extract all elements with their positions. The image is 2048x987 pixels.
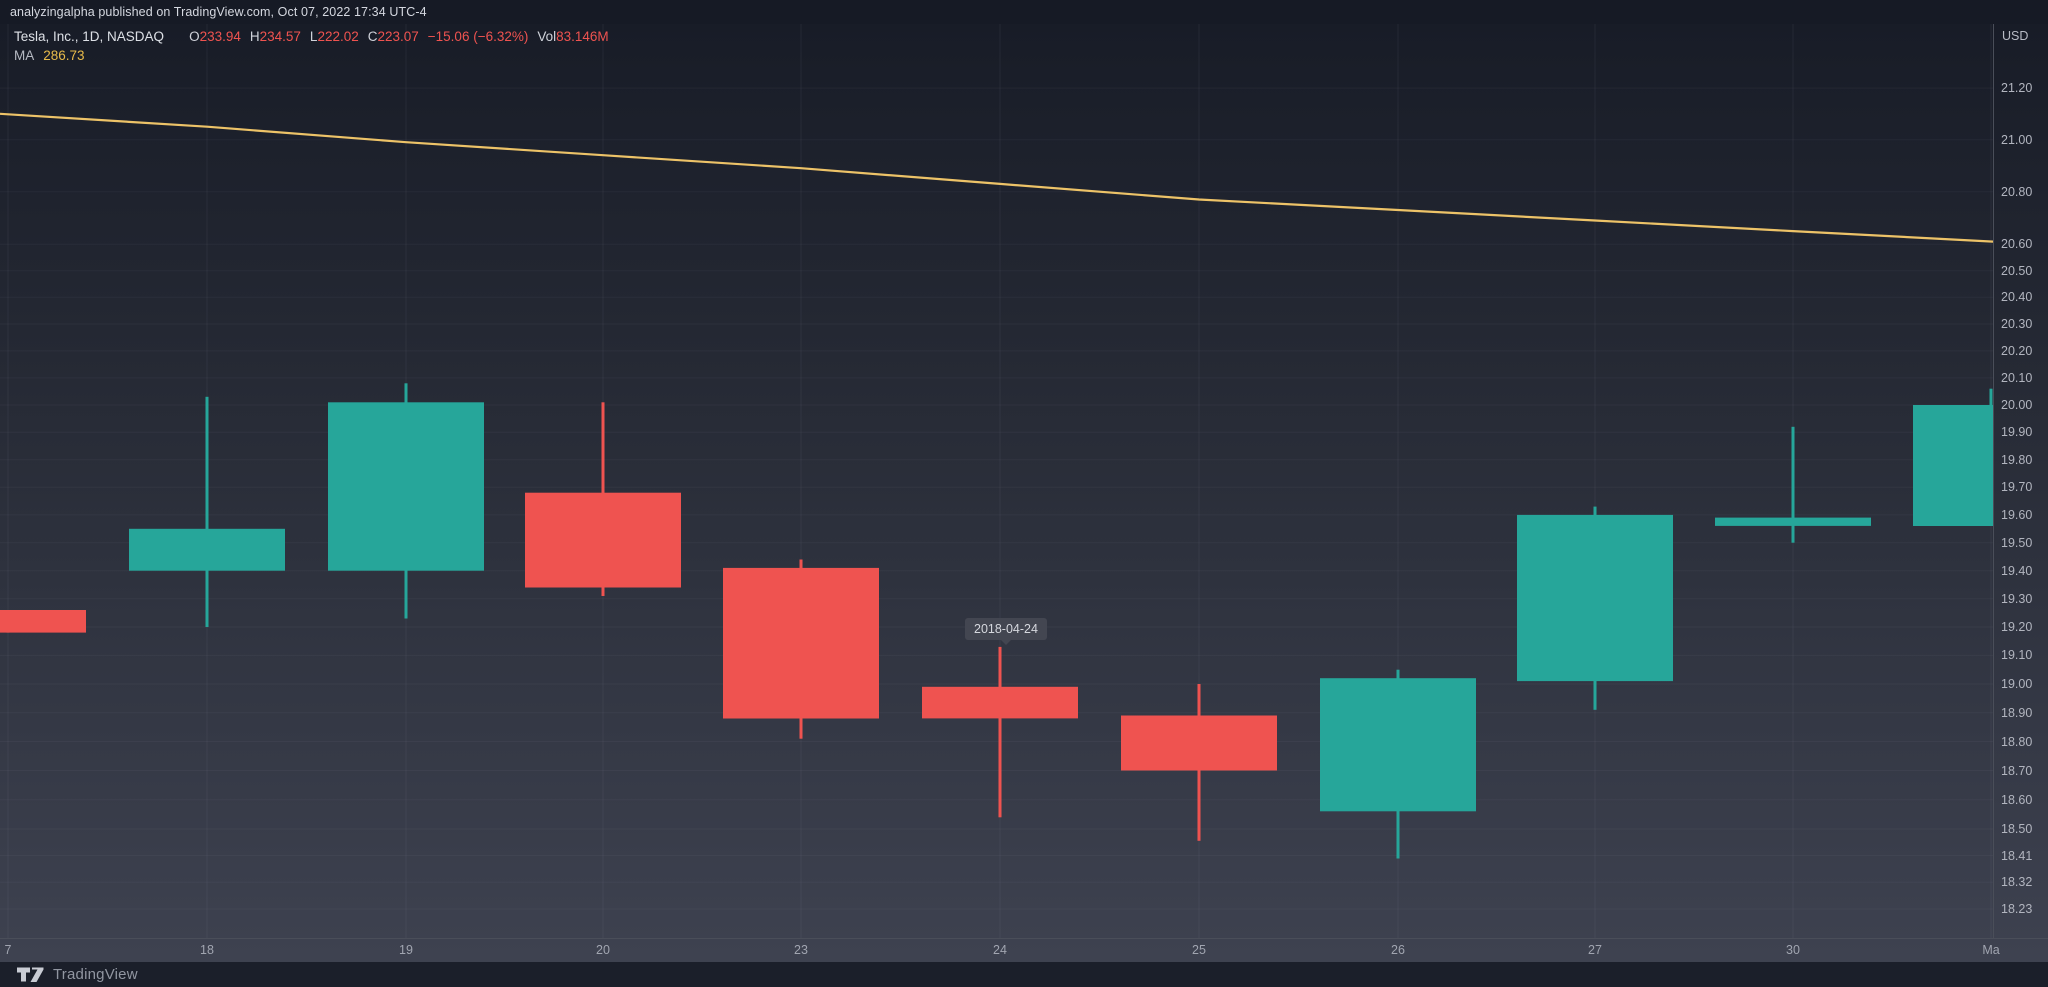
price-label: 20.80	[2001, 185, 2033, 199]
candle-27[interactable]	[1517, 506, 1673, 710]
footer-bar: TradingView	[0, 962, 2048, 987]
candle-body	[1320, 678, 1476, 812]
price-label: 18.23	[2001, 902, 2033, 916]
price-axis[interactable]: USD 21.20 21.00 20.80 20.60 20.50 20.40 20.30 2…	[1993, 24, 2048, 938]
time-label: 30	[1786, 943, 1800, 957]
price-label: 18.50	[2001, 822, 2033, 836]
time-label: 20	[596, 943, 610, 957]
price-label: 20.30	[2001, 317, 2033, 331]
time-label: 25	[1192, 943, 1206, 957]
time-label: 27	[1588, 943, 1602, 957]
price-label: 20.20	[2001, 344, 2033, 358]
candle-26[interactable]	[1320, 669, 1476, 859]
open-value: O233.94	[189, 29, 241, 44]
price-label: 19.10	[2001, 648, 2033, 662]
ma-value: 286.73	[43, 48, 85, 63]
chart-legend: Tesla, Inc., 1D, NASDAQ O233.94 H234.57 …	[14, 27, 609, 65]
tooltip-arrow-icon	[1000, 640, 1011, 645]
price-label: 18.70	[2001, 764, 2033, 778]
tradingview-logo-text[interactable]: TradingView	[53, 966, 138, 983]
candle-body	[328, 402, 484, 571]
time-label: 7	[4, 943, 12, 957]
candle-7[interactable]	[0, 610, 86, 633]
candle-body	[723, 567, 879, 719]
time-label: 18	[200, 943, 214, 957]
candle-body	[0, 610, 86, 633]
price-label: 21.00	[2001, 133, 2033, 147]
candle-body	[1913, 405, 1993, 526]
price-label: 20.00	[2001, 398, 2033, 412]
candle-wick	[1791, 426, 1795, 543]
time-label: 19	[399, 943, 413, 957]
attribution-text: analyzingalpha published on TradingView.…	[10, 5, 427, 19]
price-label: 18.60	[2001, 793, 2033, 807]
candle-body	[922, 686, 1078, 719]
candle-18[interactable]	[129, 396, 285, 627]
candle-body	[1715, 517, 1871, 526]
price-label: 19.60	[2001, 508, 2033, 522]
time-label: 23	[794, 943, 808, 957]
candle-25[interactable]	[1121, 684, 1277, 841]
time-label: 24	[993, 943, 1007, 957]
price-label: 19.40	[2001, 564, 2033, 578]
candle-2018-04-24[interactable]	[922, 646, 1078, 818]
candle-19[interactable]	[328, 383, 484, 619]
candle-20[interactable]	[525, 402, 681, 596]
chart-canvas[interactable]: Tesla, Inc., 1D, NASDAQ O233.94 H234.57 …	[0, 24, 1993, 938]
price-label: 19.90	[2001, 425, 2033, 439]
candle-body	[525, 492, 681, 588]
price-label: 18.80	[2001, 735, 2033, 749]
ma-line	[0, 112, 1993, 243]
price-label: 20.50	[2001, 264, 2033, 278]
price-label: 19.00	[2001, 677, 2033, 691]
close-value: C223.07	[367, 29, 419, 44]
price-label: 19.30	[2001, 592, 2033, 606]
candle-wick	[205, 396, 209, 627]
price-label: 21.20	[2001, 81, 2033, 95]
price-label: 18.90	[2001, 706, 2033, 720]
date-tooltip: 2018-04-24	[965, 618, 1047, 645]
candle-23[interactable]	[723, 559, 879, 739]
legend-ma-row: MA 286.73	[14, 46, 609, 65]
time-axis-labels: 7 18 19 20 23 24 25 26 27 30 Ma	[0, 939, 2001, 963]
tradingview-logo-icon[interactable]	[17, 966, 44, 983]
price-label: 19.70	[2001, 480, 2033, 494]
date-tooltip-text: 2018-04-24	[974, 622, 1038, 636]
candle-body	[1517, 514, 1673, 682]
candle-30[interactable]	[1715, 426, 1871, 543]
price-label: 20.10	[2001, 371, 2033, 385]
price-label: 18.41	[2001, 849, 2033, 863]
attribution-bar: analyzingalpha published on TradingView.…	[0, 0, 2048, 24]
candle-body	[1121, 715, 1277, 771]
time-label: 26	[1391, 943, 1405, 957]
price-label: 19.20	[2001, 620, 2033, 634]
time-axis[interactable]: 7 18 19 20 23 24 25 26 27 30 Ma	[0, 938, 2048, 963]
price-label: 20.40	[2001, 290, 2033, 304]
price-label: 19.50	[2001, 536, 2033, 550]
candle-Ma[interactable]	[1913, 388, 1993, 526]
volume-value: Vol83.146M	[537, 29, 609, 44]
high-value: H234.57	[249, 29, 301, 44]
price-label: 20.60	[2001, 237, 2033, 251]
change-value: −15.06 (−6.32%)	[427, 29, 529, 44]
legend-symbol-row: Tesla, Inc., 1D, NASDAQ O233.94 H234.57 …	[14, 27, 609, 46]
currency-label: USD	[2002, 29, 2029, 43]
time-label: Ma	[1982, 943, 2000, 957]
candle-wick	[998, 646, 1002, 818]
candle-body	[129, 528, 285, 571]
symbol-title: Tesla, Inc., 1D, NASDAQ	[14, 29, 165, 44]
low-value: L222.02	[309, 29, 359, 44]
ma-label: MA	[14, 48, 35, 63]
price-label: 18.32	[2001, 875, 2033, 889]
candlestick-chart[interactable]	[0, 24, 1993, 938]
price-label: 19.80	[2001, 453, 2033, 467]
chart-region: Tesla, Inc., 1D, NASDAQ O233.94 H234.57 …	[0, 24, 2048, 962]
